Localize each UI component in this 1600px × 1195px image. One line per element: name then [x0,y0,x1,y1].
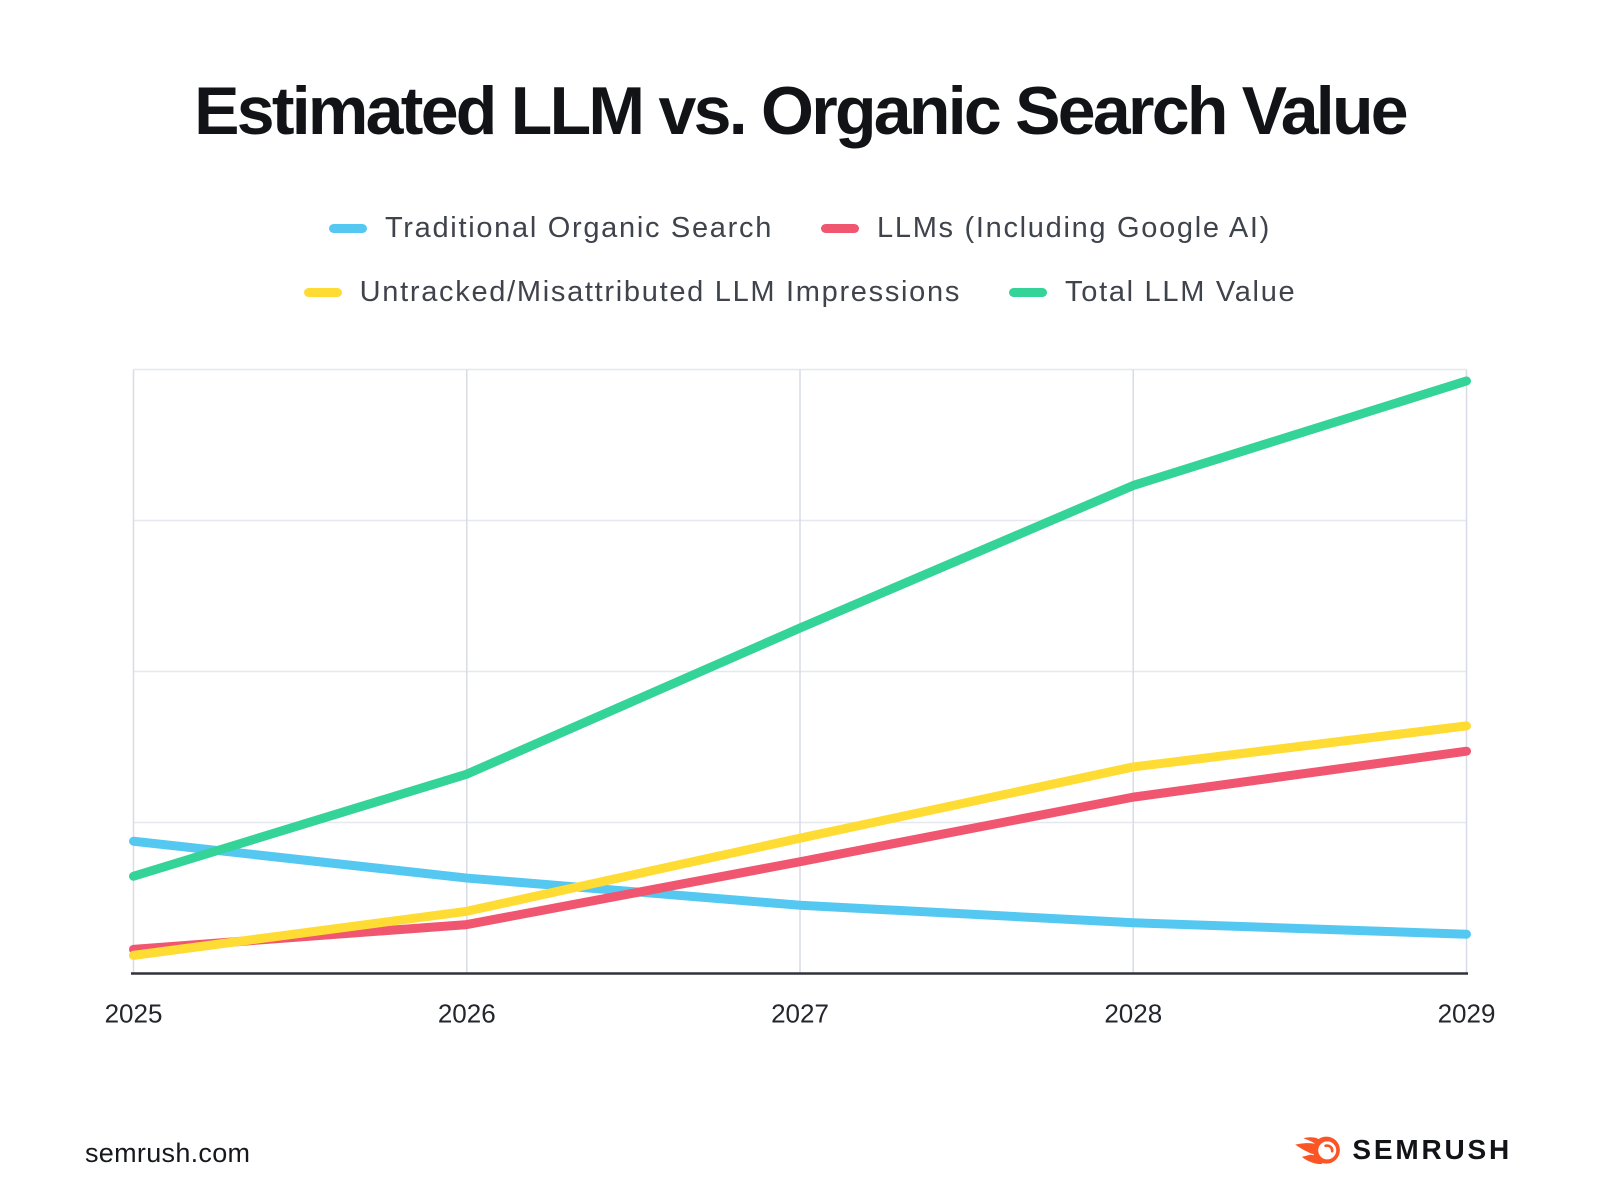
legend-label: Traditional Organic Search [384,211,774,244]
legend-label: Total LLM Value [1065,275,1297,308]
series-line-total-llm-value [129,376,1471,881]
series-line-untracked-misattributed-llm-impressions [129,721,1471,960]
chart-title: Estimated LLM vs. Organic Search Value [194,73,1409,149]
semrush-logo: SEMRUSH [1291,1134,1512,1166]
source-url: semrush.com [85,1138,251,1168]
legend: Traditional Organic Search LLMs (Includi… [0,207,1600,313]
legend-item-total-llm-value: Total LLM Value [1009,276,1296,309]
legend-marker-icon [821,223,860,233]
legend-label: Untracked/Misattributed LLM Impressions [359,275,962,308]
legend-item-untracked-llm-impressions: Untracked/Misattributed LLM Impressions [303,275,962,309]
legend-item-llms: LLMs (Including Google AI) [821,212,1271,245]
x-tick-label: 2027 [771,999,829,1029]
x-tick-label: 2028 [1104,999,1162,1029]
x-tick-label: 2029 [1438,999,1496,1029]
legend-label: LLMs (Including Google AI) [877,211,1272,244]
series-line-traditional-organic-search [129,836,1471,939]
series-line-llms-including-google-ai- [129,746,1471,954]
legend-marker-icon [303,287,342,297]
legend-row-2: Untracked/Misattributed LLM Impressions … [0,271,1600,313]
x-tick-label: 2026 [438,999,496,1029]
legend-row-1: Traditional Organic Search LLMs (Includi… [0,207,1600,249]
legend-marker-icon [328,223,367,233]
semrush-flame-icon [1295,1136,1341,1165]
x-tick-label: 2025 [105,999,163,1029]
semrush-wordmark: SEMRUSH [1352,1134,1512,1165]
legend-marker-icon [1009,287,1048,297]
legend-item-traditional-organic-search: Traditional Organic Search [328,211,774,245]
